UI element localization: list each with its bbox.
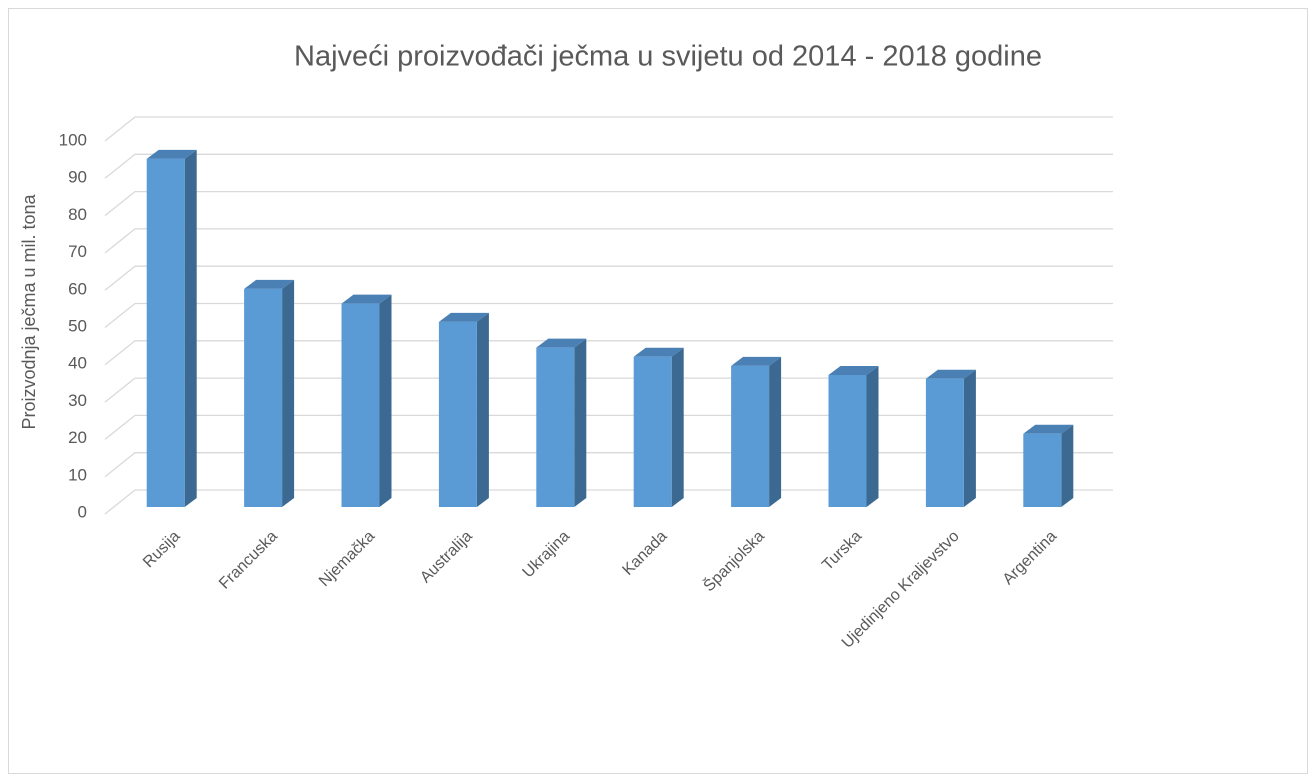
grid-line <box>104 340 1113 366</box>
bar-side <box>1061 424 1074 507</box>
grid-line <box>104 116 1113 142</box>
grid-line <box>104 265 1113 291</box>
bar <box>536 338 587 507</box>
bar-front <box>146 158 185 507</box>
bar <box>1023 424 1074 507</box>
grid-line <box>104 452 1113 478</box>
bar-side <box>671 347 684 507</box>
y-tick-label: 90 <box>68 168 87 187</box>
y-tick-label: 30 <box>68 391 87 410</box>
y-tick-label: 70 <box>68 242 87 261</box>
grid-line <box>104 228 1113 254</box>
bar-front <box>341 303 380 507</box>
chart-title: Najveći proizvođači ječma u svijetu od 2… <box>294 41 1042 73</box>
bar-side <box>282 279 295 507</box>
bar-front <box>244 288 283 507</box>
bar-front <box>1023 433 1062 507</box>
bar <box>438 312 489 507</box>
grid-line <box>104 489 1113 515</box>
bar-top <box>1023 424 1074 434</box>
bar <box>146 149 197 507</box>
grid-line <box>104 153 1113 179</box>
bar-top <box>244 279 295 289</box>
y-axis-label: Proizvodnja ječma u mil. tona <box>19 193 39 429</box>
bar <box>633 347 684 507</box>
bar-top <box>536 338 587 348</box>
bar-side <box>866 366 879 507</box>
grid-line <box>104 377 1113 403</box>
bar-side <box>769 356 782 507</box>
y-tick-label: 20 <box>68 428 87 447</box>
bar-front <box>536 347 575 507</box>
bar-top <box>828 366 879 376</box>
bar-top <box>633 347 684 357</box>
y-tick-label: 60 <box>68 279 87 298</box>
bar-top <box>146 149 197 159</box>
bar-front <box>438 321 477 507</box>
grid-line <box>104 414 1113 440</box>
bar-side <box>184 149 197 507</box>
bar <box>925 369 976 507</box>
bar <box>828 366 879 507</box>
bar-side <box>379 294 392 507</box>
bar-top <box>731 356 782 366</box>
bar-top <box>341 294 392 304</box>
y-tick-label: 40 <box>68 354 87 373</box>
y-tick-label: 0 <box>78 502 87 521</box>
bar-top <box>925 369 976 379</box>
y-tick-label: 50 <box>68 316 87 335</box>
bar-side <box>963 369 976 507</box>
bar-front <box>925 378 964 507</box>
grid-line <box>104 302 1113 329</box>
y-tick-label: 10 <box>68 465 87 484</box>
bar-side <box>574 338 587 507</box>
y-tick-label: 80 <box>68 205 87 224</box>
bar-top <box>438 312 489 322</box>
bar-front <box>633 356 672 507</box>
bar-side <box>476 312 489 507</box>
y-tick-label: 100 <box>59 130 87 149</box>
bar <box>244 279 295 507</box>
bar-front <box>828 375 867 507</box>
bar-front <box>731 365 770 507</box>
grid-line <box>104 190 1113 217</box>
bar <box>341 294 392 507</box>
bar <box>731 356 782 507</box>
